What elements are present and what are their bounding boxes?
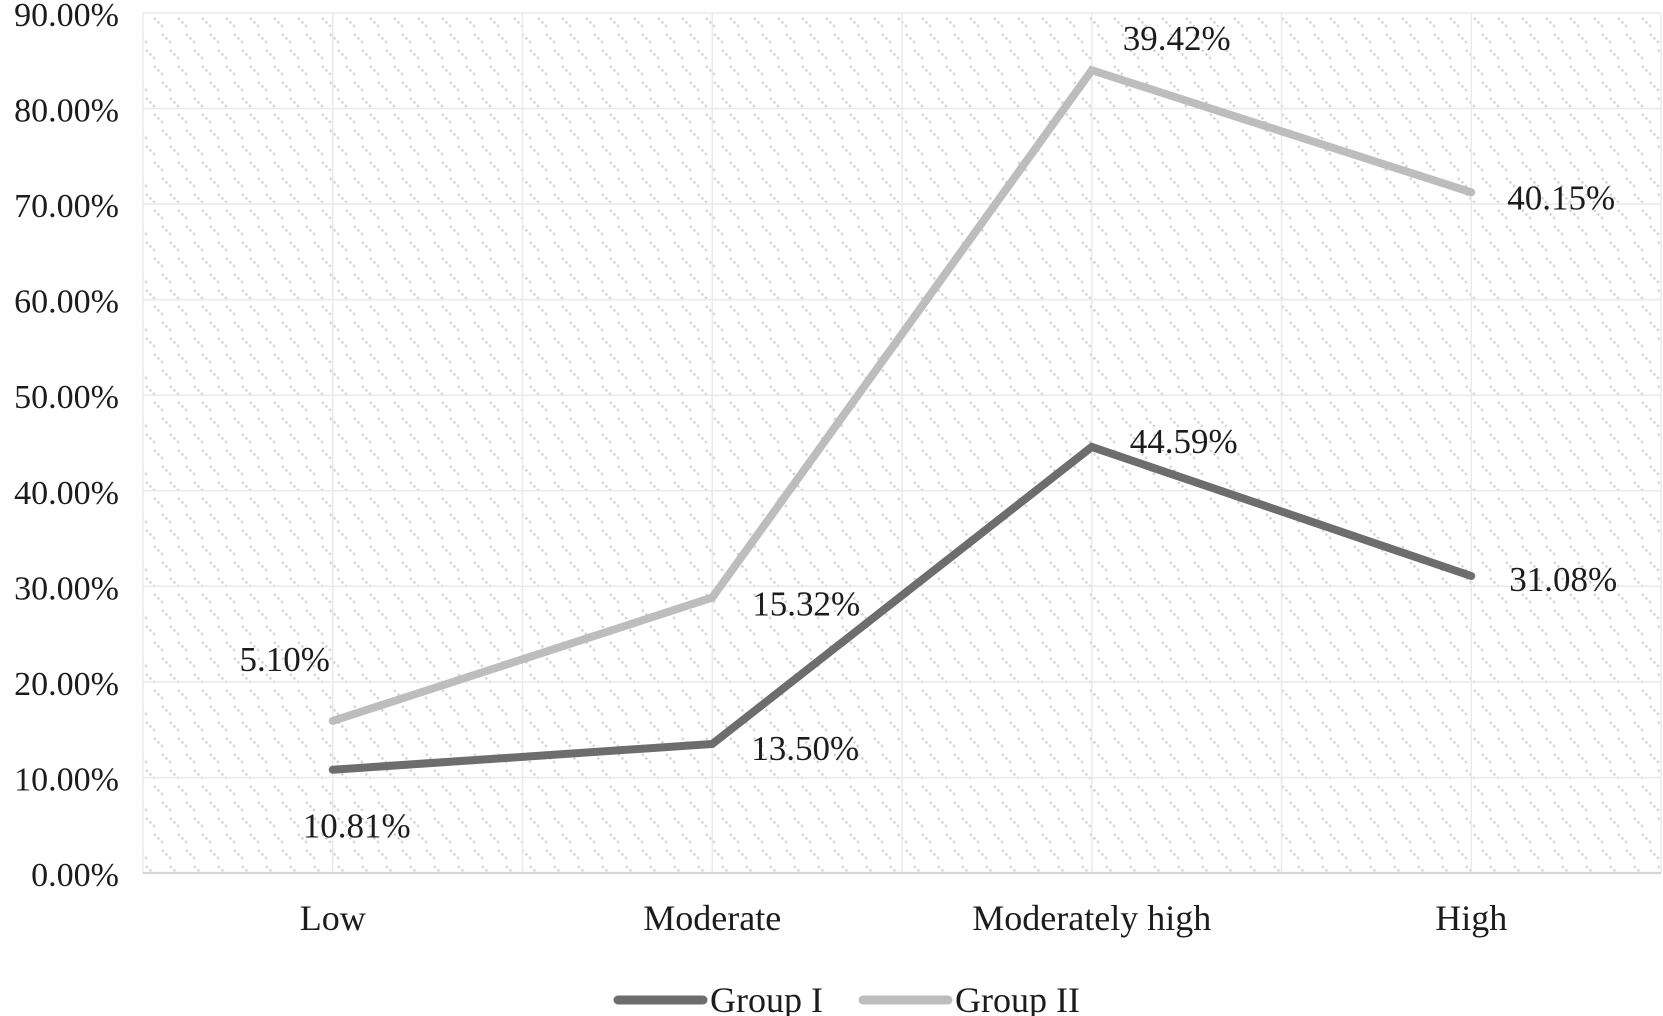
y-tick-label: 50.00%	[14, 379, 119, 416]
series-lines	[328, 65, 1476, 774]
x-category-label: High	[1435, 898, 1507, 938]
y-tick-label: 10.00%	[14, 761, 119, 798]
y-axis-tick-labels: 0.00% 10.00% 20.00% 30.00% 40.00% 50.00% 60.00…	[14, 0, 119, 894]
gridlines	[142, 12, 1662, 874]
data-label: 10.81%	[303, 807, 411, 846]
y-tick-label: 60.00%	[14, 284, 119, 321]
data-label: 13.50%	[751, 729, 859, 768]
series-line-group-i	[328, 442, 1476, 774]
x-category-label: Moderately high	[972, 898, 1211, 938]
data-label: 44.59%	[1130, 422, 1238, 461]
y-tick-label: 20.00%	[14, 666, 119, 703]
x-category-label: Low	[300, 898, 366, 938]
y-tick-label: 30.00%	[14, 570, 119, 607]
y-tick-label: 40.00%	[14, 475, 119, 512]
data-label: 40.15%	[1507, 178, 1615, 217]
data-label: 5.10%	[240, 640, 330, 679]
legend-label: Group I	[710, 980, 823, 1016]
legend-label: Group II	[955, 980, 1080, 1016]
data-labels: 10.81% 13.50% 44.59% 31.08% 5.10% 15.32% 39.42…	[240, 19, 1618, 845]
x-axis-category-labels: Low Moderate Moderately high High	[300, 898, 1508, 938]
y-tick-label: 0.00%	[31, 857, 119, 894]
y-tick-label: 80.00%	[14, 93, 119, 130]
series-line-group-ii	[328, 65, 1476, 725]
x-category-label: Moderate	[643, 898, 781, 938]
legend: Group I Group II	[613, 980, 1080, 1016]
y-tick-label: 90.00%	[14, 0, 119, 34]
y-tick-label: 70.00%	[14, 188, 119, 225]
data-label: 15.32%	[752, 585, 860, 624]
data-label: 39.42%	[1123, 19, 1231, 58]
data-label: 31.08%	[1509, 560, 1617, 599]
